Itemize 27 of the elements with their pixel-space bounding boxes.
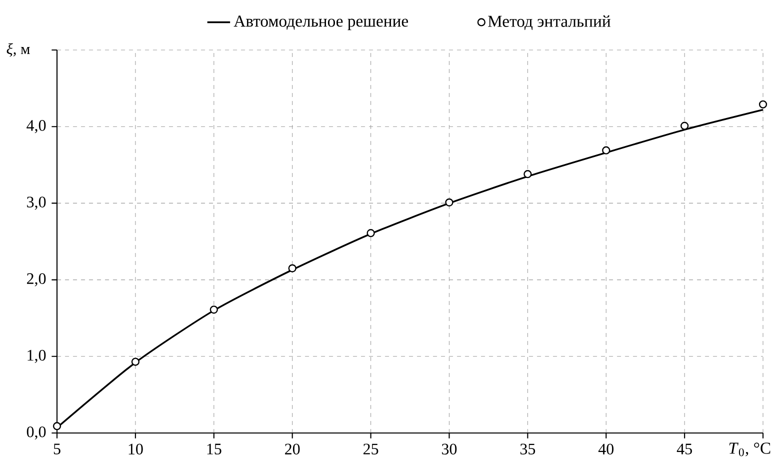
x-tick-label: 45 xyxy=(676,444,692,454)
point xyxy=(602,146,610,154)
legend-label: Метод энтальпий xyxy=(488,15,610,30)
x-tick-label: 5 xyxy=(54,444,60,454)
x-tick-label: 20 xyxy=(285,444,300,454)
y-tick-label: 2,0 xyxy=(27,273,46,286)
point xyxy=(210,306,218,314)
x-tick-label: 25 xyxy=(363,444,378,454)
point xyxy=(680,122,689,130)
y-tick-label: 3,0 xyxy=(27,196,46,210)
x-tick-label: 30 xyxy=(442,444,457,454)
y-tick-label: 1,0 xyxy=(28,350,46,363)
point xyxy=(524,170,532,178)
legend-label: Автомодельное решение xyxy=(234,16,408,30)
y-axis-title: ξ, м xyxy=(6,43,30,57)
point xyxy=(445,198,454,207)
point xyxy=(288,264,296,272)
point xyxy=(366,229,375,238)
x-axis-title: T$_{0}$, °C xyxy=(729,442,770,456)
x-tick-label: 10 xyxy=(128,444,143,454)
y-tick-label: 4,0 xyxy=(26,120,46,134)
point xyxy=(131,358,140,366)
y-tick-label: 0,0 xyxy=(26,426,46,440)
point xyxy=(52,422,62,430)
x-tick-label: 40 xyxy=(598,444,614,454)
x-tick-label: 15 xyxy=(207,444,222,454)
x-tick-label: 35 xyxy=(520,444,536,454)
